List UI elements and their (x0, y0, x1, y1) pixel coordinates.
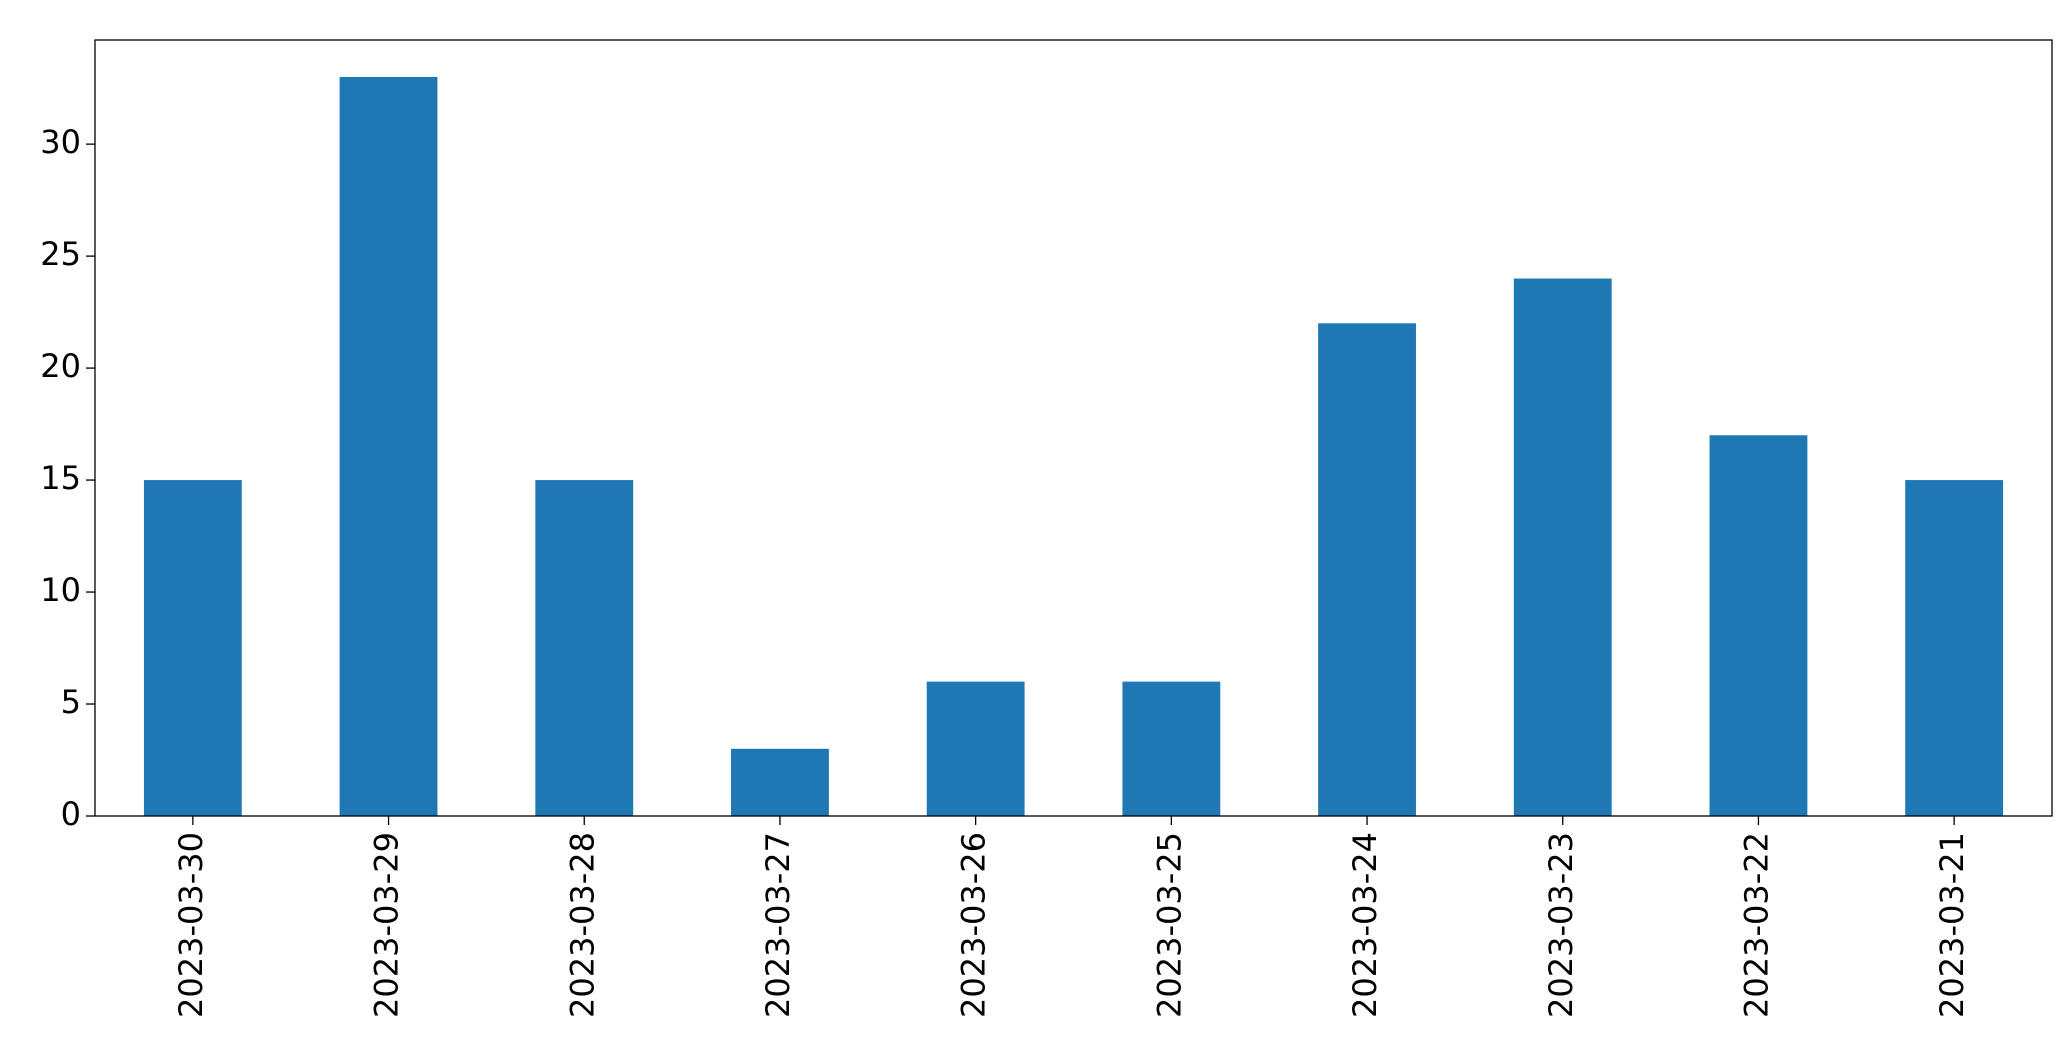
y-tick-label: 5 (61, 683, 81, 721)
x-tick-label: 2023-03-26 (955, 832, 993, 1018)
x-tick-label: 2023-03-23 (1542, 832, 1580, 1018)
y-tick-label: 20 (40, 347, 81, 385)
x-tick-label: 2023-03-27 (759, 832, 797, 1018)
bar (1122, 681, 1221, 816)
bar (926, 681, 1025, 816)
x-tick-label: 2023-03-24 (1346, 832, 1384, 1018)
bar (535, 480, 634, 816)
bar (1709, 435, 1808, 816)
x-tick-label: 2023-03-30 (172, 832, 210, 1018)
x-tick-label: 2023-03-29 (368, 832, 406, 1018)
y-tick-label: 30 (40, 123, 81, 161)
bar (339, 76, 438, 816)
bar (731, 748, 829, 816)
y-tick-label: 10 (40, 571, 81, 609)
y-tick-label: 25 (40, 235, 81, 273)
bar (1905, 480, 2004, 816)
x-tick-label: 2023-03-22 (1737, 832, 1775, 1018)
x-tick-label: 2023-03-21 (1933, 832, 1971, 1018)
y-tick-label: 15 (40, 459, 81, 497)
y-tick-label: 0 (61, 795, 81, 833)
x-tick-label: 2023-03-28 (563, 832, 601, 1018)
bar (1513, 278, 1612, 816)
plot-frame (94, 39, 2053, 817)
bar (1318, 323, 1416, 816)
x-tick-label: 2023-03-25 (1150, 832, 1188, 1018)
bar (143, 480, 242, 816)
